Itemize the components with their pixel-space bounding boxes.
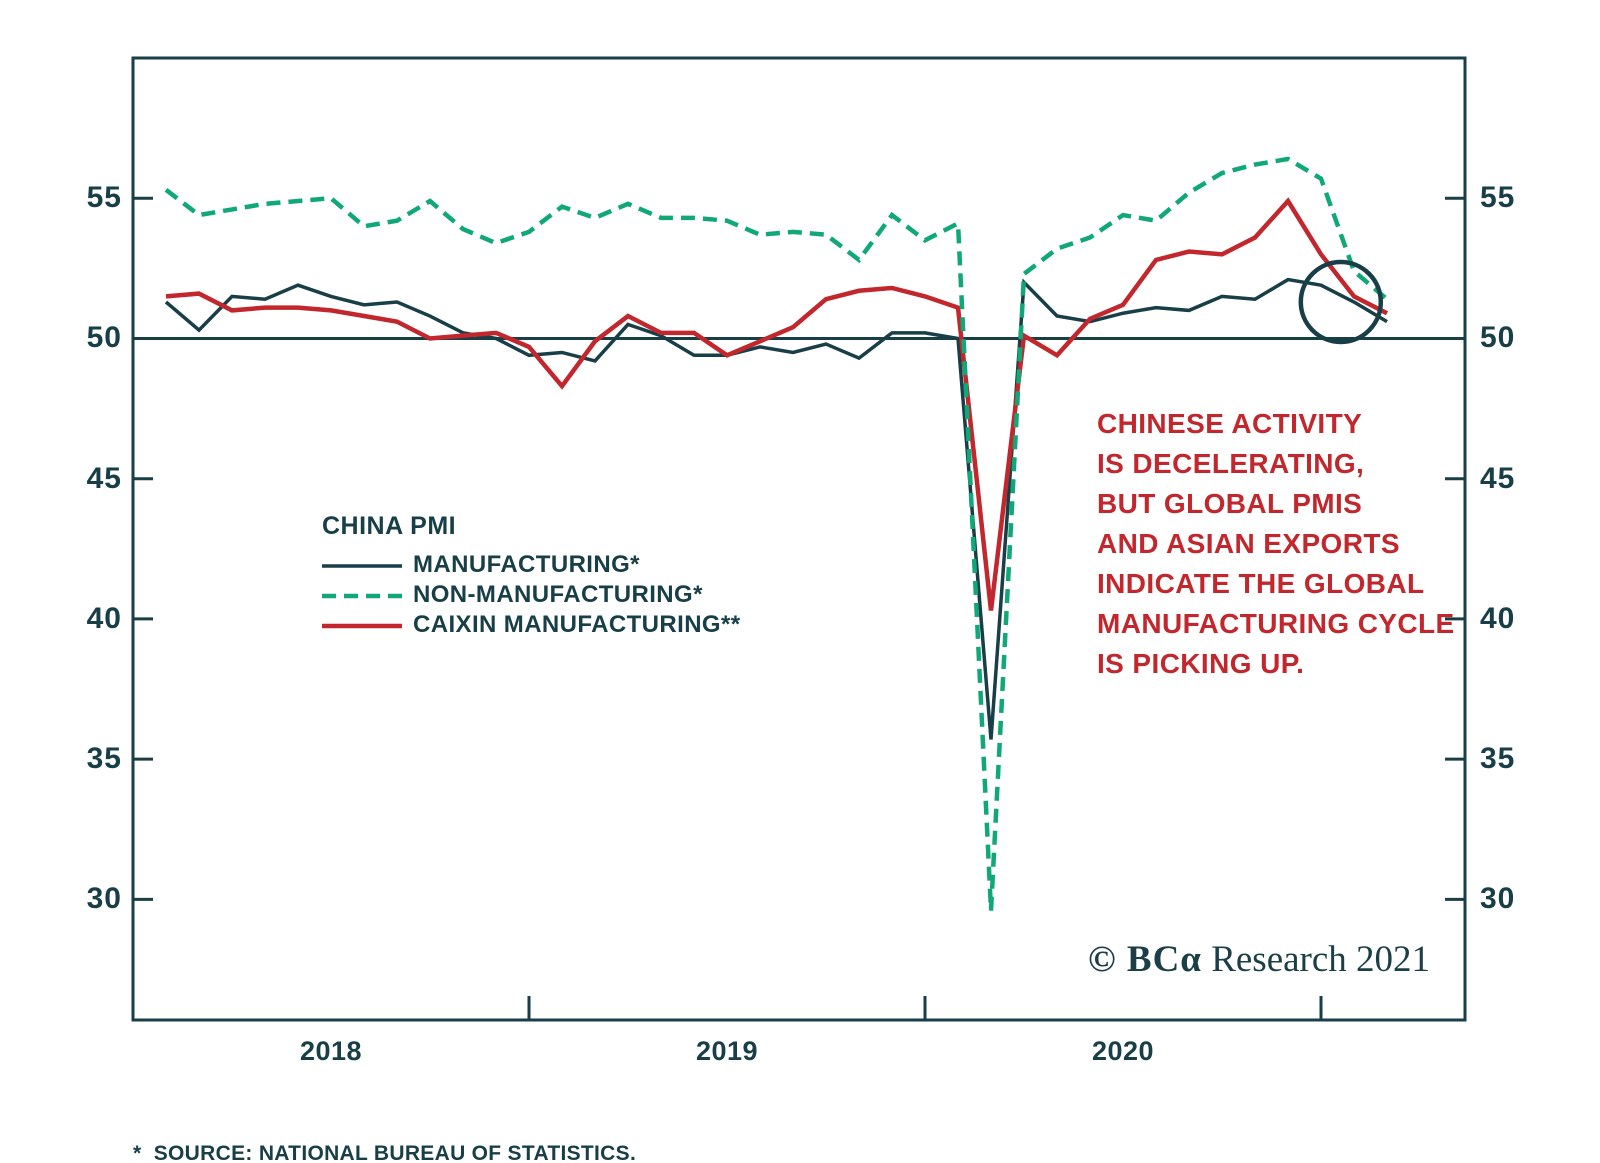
callout-line: INDICATE THE GLOBAL	[1097, 568, 1425, 599]
highlight-circle-annotation	[1298, 259, 1384, 345]
legend-item-caixin: CAIXIN MANUFACTURING**	[322, 610, 740, 640]
manufacturing-line-swatch	[322, 559, 402, 571]
y-axis-label-right: 40	[1480, 601, 1516, 635]
bca-logo-suffix: Research 2021	[1201, 939, 1431, 980]
caixin-line-swatch	[322, 619, 402, 631]
legend-title: CHINA PMI	[322, 512, 457, 540]
y-axis-label-left: 45	[86, 461, 122, 495]
y-axis-label-left: 35	[86, 742, 122, 776]
dashed-line-swatch-icon	[322, 593, 402, 599]
y-axis-label-right: 45	[1480, 461, 1516, 495]
footnote-line: * SOURCE: NATIONAL BUREAU OF STATISTICS.	[133, 1142, 637, 1163]
y-axis-label-right: 50	[1480, 321, 1516, 355]
series-manufacturing-line	[164, 277, 1388, 740]
bca-research-logo: © BCα Research 2021	[1088, 938, 1430, 981]
y-axis-label-right: 55	[1480, 181, 1516, 215]
legend-label-manufacturing: MANUFACTURING*	[413, 551, 640, 578]
solid-line-swatch-icon	[322, 623, 402, 629]
x-axis-year-label: 2018	[299, 1036, 363, 1066]
y-axis-label-left: 55	[86, 181, 122, 215]
plot-border	[131, 56, 1467, 1022]
series-non-manufacturing-line	[164, 156, 1389, 911]
callout-line: IS PICKING UP.	[1097, 648, 1305, 679]
legend-item-manufacturing: MANUFACTURING*	[322, 550, 740, 580]
y-axis-label-right: 35	[1480, 742, 1516, 776]
bca-logo-mark: © BCα	[1088, 939, 1202, 980]
y-axis-label-left: 50	[86, 321, 122, 355]
callout-line: AND ASIAN EXPORTS	[1097, 528, 1400, 559]
x-axis-year-label: 2019	[695, 1036, 759, 1066]
legend: CHINA PMI MANUFACTURING* NON-MANUFACTURI…	[322, 512, 740, 640]
legend-label-caixin: CAIXIN MANUFACTURING**	[413, 611, 741, 638]
series-caixin-manufacturing-line	[165, 197, 1389, 611]
callout-line: CHINESE ACTIVITY	[1097, 408, 1363, 439]
callout-line: MANUFACTURING CYCLE	[1097, 608, 1455, 639]
callout-line: IS DECELERATING,	[1097, 448, 1365, 479]
y-axis-label-left: 30	[86, 882, 122, 916]
y-axis-label-left: 40	[86, 601, 122, 635]
callout-annotation: CHINESE ACTIVITY IS DECELERATING, BUT GL…	[1097, 404, 1455, 684]
solid-line-swatch-icon	[322, 564, 402, 568]
legend-item-non-manufacturing: NON-MANUFACTURING*	[322, 580, 740, 610]
non-manufacturing-line-swatch	[322, 589, 402, 601]
y-axis-label-right: 30	[1480, 882, 1516, 916]
callout-line: BUT GLOBAL PMIS	[1097, 488, 1363, 519]
legend-label-non-manufacturing: NON-MANUFACTURING*	[413, 581, 703, 608]
source-footnotes: * SOURCE: NATIONAL BUREAU OF STATISTICS.…	[133, 1084, 636, 1163]
x-axis-year-label: 2020	[1091, 1036, 1155, 1066]
